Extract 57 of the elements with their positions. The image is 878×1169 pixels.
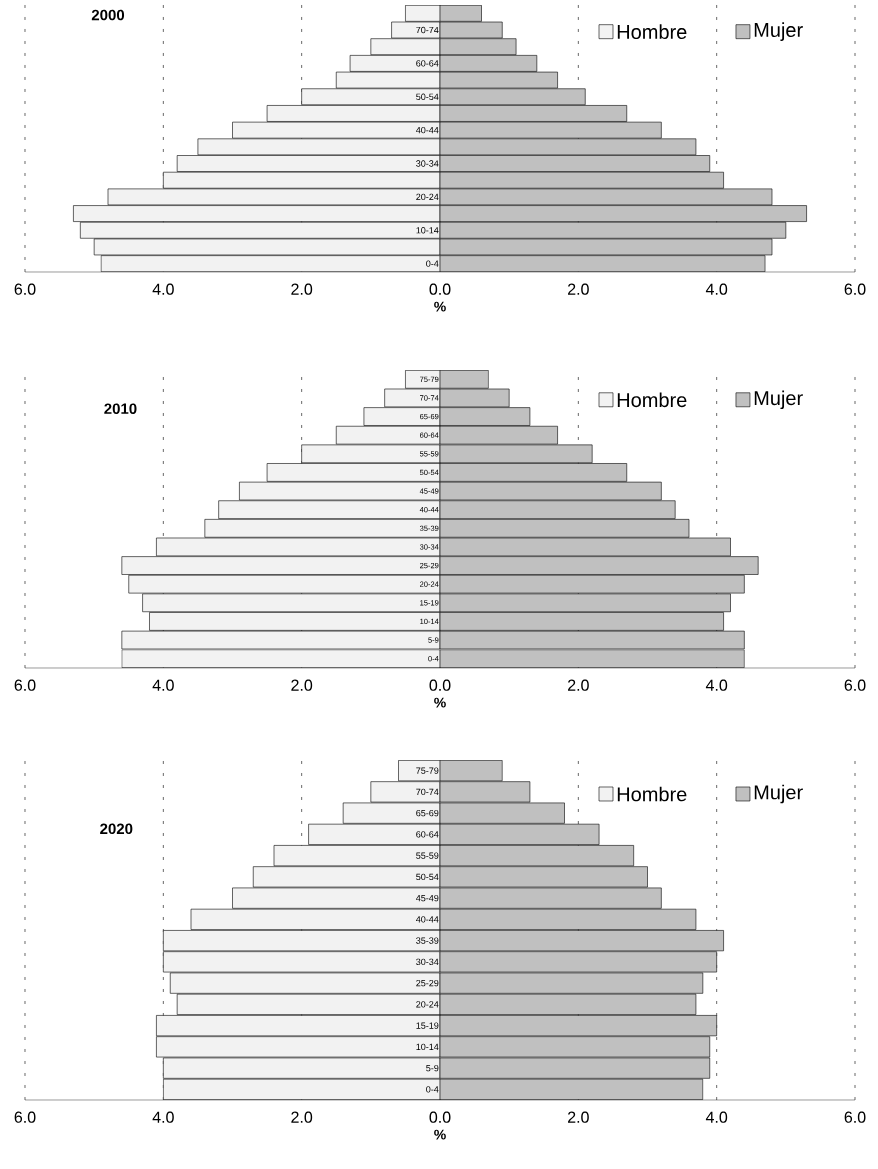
- y-tick-label: 40-44: [415, 916, 439, 923]
- legend-label: Mujer: [754, 784, 803, 804]
- x-tick-label: 4.0: [705, 1111, 728, 1123]
- x-tick-label: 6.0: [844, 1111, 866, 1123]
- x-tick-label: 2.0: [291, 1111, 313, 1123]
- y-tick-label: 30-34: [416, 160, 439, 167]
- x-axis-title: %: [434, 301, 446, 312]
- legend-label: Mujer: [754, 390, 803, 410]
- y-tick-label: 60-64: [416, 60, 439, 67]
- y-tick-label: 75-79: [416, 767, 439, 774]
- x-tick-label: 2.0: [291, 283, 313, 295]
- y-tick-label: 55-59: [416, 852, 439, 859]
- x-tick-label: 6.0: [14, 283, 36, 295]
- x-tick-label: 2.0: [568, 283, 589, 295]
- y-tick-label: 50-54: [416, 873, 439, 881]
- x-tick-label: 2.0: [291, 679, 313, 691]
- y-tick-label: 10-14: [416, 227, 439, 234]
- y-tick-label: 20-24: [416, 1001, 439, 1008]
- x-tick-label: 0.0: [429, 283, 451, 295]
- y-tick-label: 40-44: [415, 126, 439, 134]
- legend-label: Hombre: [617, 24, 687, 40]
- y-tick-label: 65-69: [416, 809, 439, 817]
- x-tick-label: 4.0: [152, 679, 174, 691]
- x-tick-label: 6.0: [14, 679, 36, 691]
- y-tick-label: 30-34: [416, 958, 439, 966]
- text: 2020: [100, 823, 133, 835]
- y-tick-label: 35-39: [416, 937, 439, 944]
- x-tick-label: 4.0: [705, 679, 728, 691]
- y-tick-label: 5-9: [426, 1064, 439, 1072]
- y-tick-label: 0-4: [426, 1086, 439, 1093]
- chart-title: 2000: [91, 9, 125, 21]
- x-tick-label: 0.0: [429, 679, 451, 691]
- x-tick-label: 6.0: [844, 679, 866, 691]
- y-tick-label: 70-74: [416, 788, 439, 796]
- legend-label: Hombre: [617, 392, 687, 408]
- x-tick-label: 6.0: [844, 283, 866, 295]
- y-tick-label: 60-64: [416, 831, 439, 838]
- x-tick-label: 6.0: [14, 1111, 36, 1123]
- y-tick-label: 50-54: [416, 93, 439, 100]
- y-tick-label: 20-24: [416, 193, 439, 201]
- y-tick-label: 0-4: [426, 260, 439, 267]
- legend-label: Hombre: [617, 786, 687, 802]
- x-axis-title: %: [434, 1129, 446, 1140]
- x-tick-label: 4.0: [705, 283, 728, 295]
- x-tick-label: 2.0: [568, 679, 589, 691]
- y-tick-label: 25-29: [416, 979, 439, 987]
- legend-label: Mujer: [754, 22, 803, 42]
- x-tick-label: 0.0: [429, 1111, 451, 1123]
- x-tick-label: 4.0: [152, 283, 174, 295]
- text: 2010: [104, 403, 137, 414]
- x-tick-label: 4.0: [152, 1111, 174, 1123]
- y-tick-label: 15-19: [416, 1022, 439, 1029]
- x-tick-label: 2.0: [568, 1111, 589, 1123]
- y-tick-label: 10-14: [416, 1043, 439, 1051]
- y-tick-label: 70-74: [416, 26, 439, 34]
- y-tick-label: 45-49: [415, 894, 439, 902]
- x-axis-title: %: [434, 697, 446, 708]
